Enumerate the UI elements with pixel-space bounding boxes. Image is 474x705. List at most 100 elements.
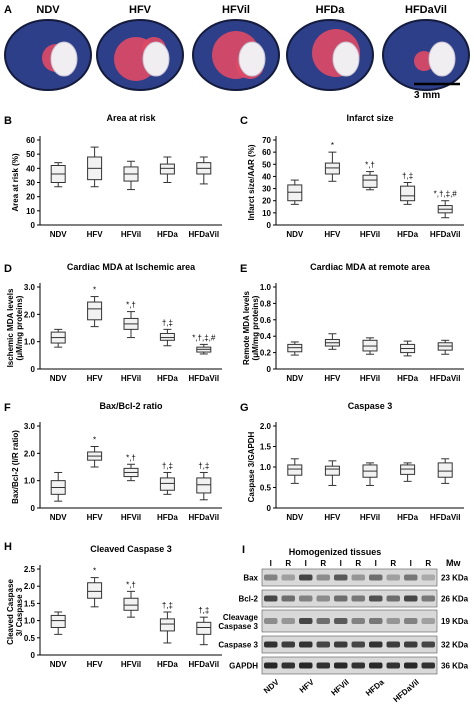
box-HFDa: †,‡ [400,172,416,205]
box-NDV [287,341,303,356]
blot-band [351,618,365,624]
blot-band [281,641,295,648]
panel-f: F Bax/Bcl-2 ratio 0 1.0 2.0 3.0 Bax/Bcl-2 (I/… [4,401,222,522]
blot-band [386,618,400,624]
group-label: HFVil [329,678,350,698]
box-NDV [50,328,66,348]
chart-title: Cardiac MDA at Ischemic area [67,262,196,272]
blot-band [404,618,418,624]
significance-annotation: *,† [365,161,375,170]
blot-band [351,595,365,602]
y-tick-label: 3.0 [24,283,36,292]
iqr-box [159,477,175,491]
iqr-box [324,465,340,476]
iqr-box [287,464,303,476]
area-at-risk-chart: Area at risk 0 10 20 30 40 50 60 Area at risk (%… [11,113,222,239]
box-HFV [87,146,103,188]
infarct-size-chart: Infarct size 0 10 20 30 40 50 60 70 Infarct size/… [247,113,464,239]
iqr-box [159,332,175,341]
y-axis-label: Bax/Bcl-2 (I/R ratio) [11,430,20,504]
blot-band [421,618,435,624]
box-NDV [50,611,66,635]
panel-letter-c: C [240,115,248,127]
blot-band [386,662,400,669]
box-NDV [287,179,303,205]
y-tick-label: 0.6 [260,316,272,325]
box-HFV: * [87,436,103,468]
significance-annotation: * [93,286,96,295]
x-tick-label: NDV [50,374,68,383]
x-tick-label: NDV [286,374,304,383]
cleaved-caspase-3-chart: Cleaved Caspase 3 0 0.5 1.0 1.5 2.0 2.5 Cleaved… [6,544,222,669]
blot-band [334,574,348,581]
blot-band [351,662,365,669]
blot-band [281,595,295,602]
box-HFVil: *,† [123,453,139,482]
y-tick-label: 2.5 [24,565,36,574]
blot-band [386,641,400,648]
protein-label: Bax [243,574,258,583]
panel-g: G Caspase 3 0 0.5 1.0 1.5 2.0 Caspase 3/GAPDH N… [240,401,464,522]
x-tick-label: NDV [50,513,68,522]
blot-band [316,618,330,624]
iqr-box [87,301,103,321]
y-axis-label-line-2: 3/ Caspase 3 [15,587,24,636]
box-HFVil [123,160,139,191]
molecular-weight-label: 19 KDa [441,617,469,626]
x-tick-label: HFVil [360,374,380,383]
x-tick-label: HFDaVil [430,230,461,239]
y-axis-label-line-1: Ischemic MDA levels [6,288,15,367]
x-tick-label: HFVil [121,660,141,669]
y-tick-label: 30 [26,179,35,188]
blot-band [316,641,330,648]
blot-band [351,641,365,648]
box-HFVil: *,† [123,301,139,339]
blot-membrane [261,609,438,633]
y-tick-label: 0.8 [260,299,272,308]
heart-label: HFDaVil [405,4,447,16]
y-axis-label-line-1: Remote MDA levels [242,290,251,365]
box-HFDa: †,‡ [159,318,175,347]
iqr-box [87,582,103,599]
protein-label: GAPDH [229,662,258,671]
heart-section-4: HFDaVil [382,4,470,91]
y-tick-label: 0.5 [24,634,36,643]
mw-header: Mw [446,558,461,568]
x-tick-label: HFV [324,230,341,239]
panel-d: D Cardiac MDA at Ischemic area 0 1.0 2.0 3.0… [4,262,222,383]
box-HFDaVil: †,‡ [196,461,212,501]
x-tick-label: HFDaVil [189,230,220,239]
blot-band [334,662,348,669]
ventricle-cavity [332,41,360,77]
bax-bcl2-chart: Bax/Bcl-2 ratio 0 1.0 2.0 3.0 Bax/Bcl-2 (I/R … [11,401,222,522]
iqr-box [362,174,378,188]
blot-band [299,595,313,602]
x-tick-label: NDV [50,230,68,239]
box-HFDa [400,462,416,482]
molecular-weight-label: 23 KDa [441,574,469,583]
iqr-box [287,184,303,202]
blot-band [316,595,330,602]
blot-band [299,641,313,648]
y-tick-label: 60 [262,148,271,157]
x-tick-label: HFV [87,660,104,669]
box-HFDaVil [437,339,453,355]
x-tick-label: HFDaVil [189,374,220,383]
x-tick-label: HFVil [360,513,380,522]
chart-title: Bax/Bcl-2 ratio [99,401,163,411]
box-HFVil: *,† [123,580,139,618]
panel-letter-h: H [4,541,12,553]
blot-band [281,574,295,581]
protein-label-line-1: Cleavage [223,613,259,622]
panel-a: A NDV HFV HFVil HFDa HFDaVil 3 mm [4,4,470,101]
blot-band [404,641,418,648]
y-tick-label: 40 [26,164,35,173]
lane-header: R [425,559,431,568]
panel-letter-a: A [4,4,12,16]
iqr-box [437,462,453,478]
iqr-box [123,597,139,611]
x-tick-label: HFDa [157,513,178,522]
box-HFV: * [324,141,340,182]
